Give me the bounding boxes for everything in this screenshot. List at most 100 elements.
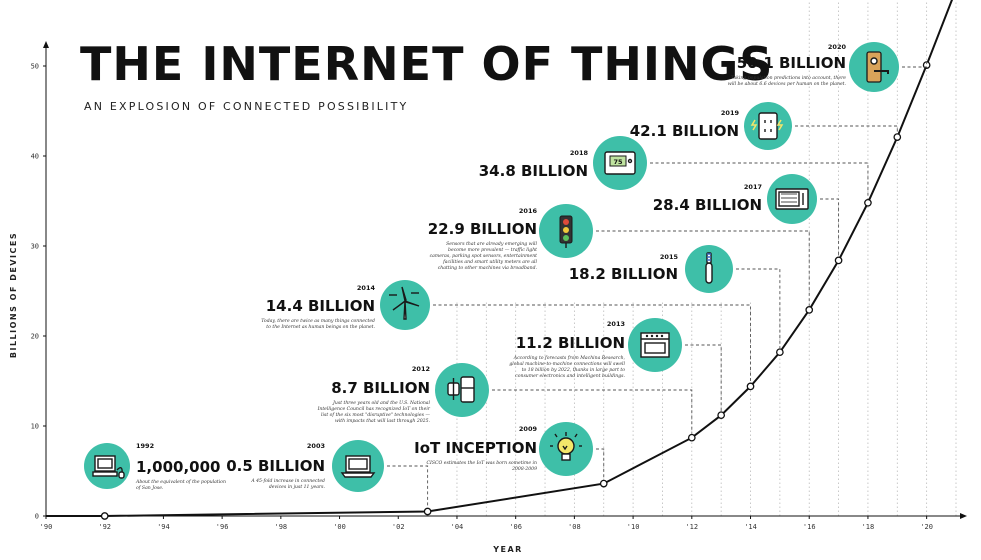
- thermostat-display: [609, 155, 627, 167]
- microwave-window: [778, 191, 800, 207]
- annotation-note: global machine-to-machine connections wi…: [509, 361, 625, 367]
- brush-handle: [705, 262, 713, 284]
- oven-window: [644, 342, 666, 354]
- y-tick-label: 0: [35, 513, 39, 521]
- y-tick-label: 40: [31, 153, 39, 161]
- phone-body: [460, 376, 475, 403]
- annotation-note: of San Jose.: [136, 485, 164, 491]
- x-tick-label: '20: [920, 523, 933, 531]
- leader-line: [736, 268, 781, 349]
- red-light: [563, 219, 569, 225]
- annotation-note: list of the six most "disruptive" techno…: [321, 412, 430, 418]
- data-point: [746, 382, 755, 391]
- x-tick-label: '92: [98, 523, 111, 531]
- annotation-1992: 1992 1,000,000 About the equivalent of the…: [84, 442, 226, 491]
- knob: [660, 334, 664, 338]
- annotation-note: Just three years old and the U.S. Nation…: [332, 400, 430, 406]
- data-point: [423, 507, 432, 516]
- laptop-icon: [340, 455, 376, 478]
- x-tick-label: '00: [333, 523, 346, 531]
- lock-keyhole: [870, 57, 878, 65]
- annotation-note: cameras, parking spot sensors, entertain…: [430, 253, 538, 259]
- data-point: [776, 348, 784, 357]
- ray: [554, 433, 558, 438]
- data-point: [599, 479, 608, 488]
- annotation-note: CISCO estimates the IoT was born sometim…: [427, 460, 538, 466]
- leader-line: [685, 344, 722, 412]
- annotation-2019: 2019 42.1 BILLION: [630, 102, 898, 150]
- axes-layer: 0 10 20 30 40 50 '90 '92 '94 '96 '98 '00 '02 '04 '06 '0…: [31, 41, 967, 531]
- thermostat-reading: 75: [613, 158, 623, 166]
- chart-subtitle: AN EXPLOSION OF CONNECTED POSSIBILITY: [84, 100, 408, 113]
- annotation-note: Intelligence Council has recognized IoT …: [317, 406, 431, 412]
- thermostat-button: [627, 158, 633, 164]
- annotation-note: Sensors that are already emerging will: [446, 241, 537, 247]
- annotation-year: 2017: [744, 183, 762, 191]
- annotation-year: 1992: [136, 442, 154, 450]
- annotation-2015: 2015 18.2 BILLION: [569, 245, 781, 349]
- series-layer: [46, 0, 953, 520]
- outlet-plate: [758, 112, 778, 140]
- annotation-year: 2019: [721, 109, 740, 117]
- data-point: [687, 433, 696, 442]
- toothbrush-icon: [705, 252, 713, 284]
- x-tick-label: '08: [568, 523, 581, 531]
- y-tick-label: 20: [31, 333, 39, 341]
- y-axis-arrow: [43, 41, 49, 48]
- power-outlet-icon: [750, 112, 784, 140]
- leader-line: [650, 162, 869, 199]
- annotation-note: become more prevalent — traffic light: [448, 247, 537, 253]
- bulb: [557, 437, 575, 455]
- turbine-blades: [392, 286, 420, 311]
- lock-plate: [866, 51, 882, 83]
- annotation-value: 42.1 BILLION: [630, 122, 739, 140]
- annotation-2014: 2014 14.4 BILLION Today, there are twice a…: [261, 280, 751, 383]
- knob: [655, 334, 659, 338]
- annotation-2018: 75 2018 34.8 BILLION: [479, 136, 869, 199]
- annotation-year: 2015: [660, 253, 679, 261]
- annotation-note: Today, there are twice as many things co…: [261, 318, 375, 324]
- knob: [645, 334, 649, 338]
- microwave-icon: [775, 188, 809, 210]
- chart-title: THE INTERNET OF THINGS: [80, 37, 773, 91]
- x-tick-label: '06: [509, 523, 522, 531]
- data-point: [864, 198, 872, 207]
- annotation-note: facilities and smart utility meters are …: [442, 259, 537, 265]
- y-axis-label: BILLIONS OF DEVICES: [9, 232, 18, 358]
- x-axis-arrow: [960, 513, 967, 519]
- annotation-year: 2018: [570, 149, 589, 157]
- computer-icon: [92, 455, 125, 479]
- annotation-year: 2016: [519, 207, 538, 215]
- x-tick-label: '04: [451, 523, 464, 531]
- traffic-light-icon: [559, 215, 573, 248]
- annotation-layer: 1992 1,000,000 About the equivalent of the…: [84, 42, 928, 508]
- data-point: [893, 133, 902, 141]
- annotation-value: 34.8 BILLION: [479, 162, 588, 180]
- spark: [750, 119, 758, 131]
- annotation-2003: 2003 0.5 BILLION A 45-fold increase in con…: [226, 440, 429, 508]
- data-point: [717, 411, 726, 420]
- annotation-note: with impacts that will last through 2025…: [335, 418, 431, 424]
- filament: [562, 445, 568, 451]
- annotation-2020: 2020 50.1 BILLION Taking population predic…: [728, 42, 928, 92]
- annotation-year: 2009: [519, 425, 538, 433]
- series-line: [46, 0, 953, 517]
- leader-line: [492, 389, 693, 434]
- annotation-value: 50.1 BILLION: [737, 54, 846, 72]
- thermostat-icon: 75: [604, 151, 636, 175]
- leader-line: [820, 198, 840, 257]
- oven-icon: [640, 332, 670, 358]
- data-point: [100, 512, 109, 520]
- annotation-note: 2008-2009: [511, 466, 537, 472]
- leader-line: [596, 448, 605, 480]
- annotation-note: to 18 billion by 2022, thanks in large p…: [522, 367, 626, 373]
- laptop-lid: [345, 455, 371, 473]
- laptop-base: [340, 472, 376, 478]
- turbine-tower: [403, 300, 407, 320]
- ray: [574, 433, 578, 438]
- annotation-value: 14.4 BILLION: [266, 297, 375, 315]
- annotation-2009: 2009 IoT INCEPTION CISCO estimates the IoT…: [414, 422, 605, 480]
- y-tick-label: 30: [31, 243, 39, 251]
- screen: [97, 458, 113, 469]
- annotation-note: devices in just 11 years.: [269, 484, 326, 490]
